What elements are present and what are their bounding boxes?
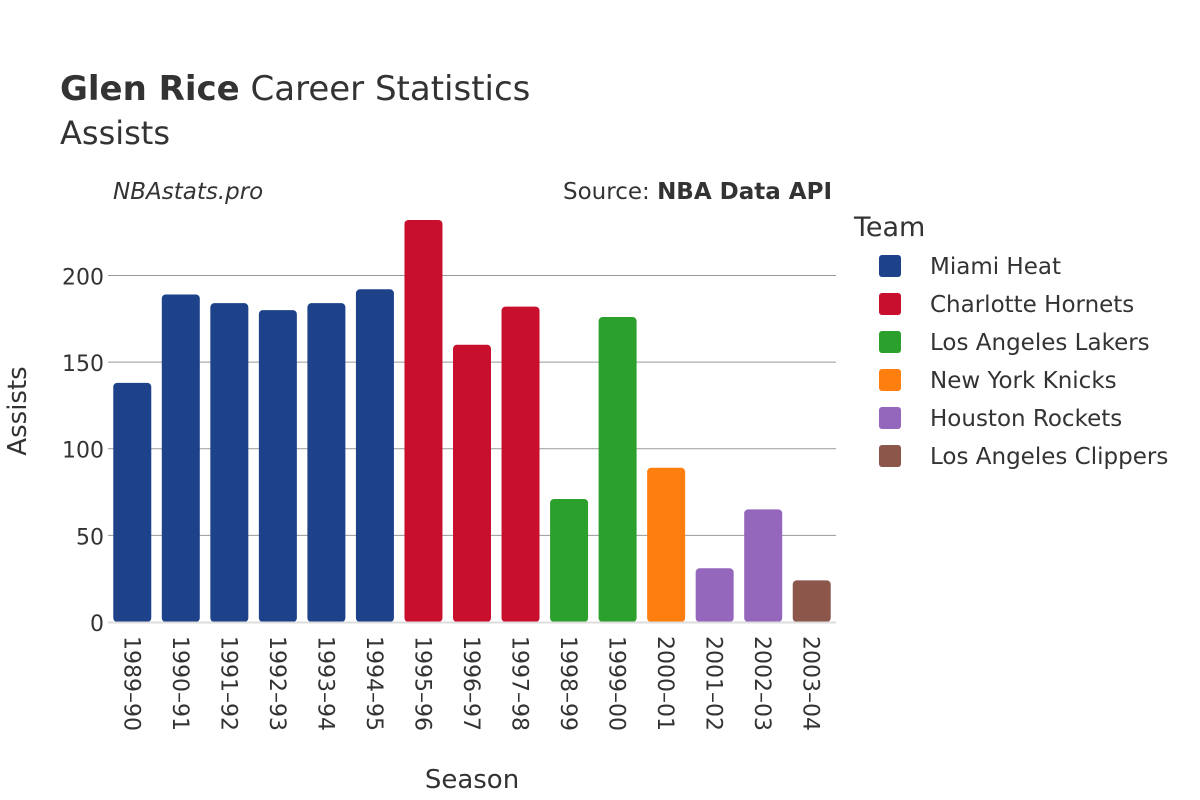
x-tick-label: 1991–92 — [215, 636, 240, 731]
player-name: Glen Rice — [60, 69, 240, 109]
bar — [161, 294, 200, 622]
bar — [598, 317, 637, 622]
x-tick-label: 2000–01 — [652, 636, 677, 731]
x-tick-labels: 1989–90 1990–91 1991–92 1992–93 1993–94 1994–… — [118, 636, 822, 731]
x-tick-label: 2001–02 — [701, 636, 726, 731]
legend-label: Los Angeles Clippers — [930, 444, 1168, 470]
x-tick-label: 1992–93 — [264, 636, 289, 731]
x-tick-label: 1989–90 — [118, 636, 143, 731]
bar — [647, 467, 686, 622]
x-tick-label: 1998–99 — [555, 636, 580, 731]
title-rest: Career Statistics — [240, 69, 531, 109]
bar — [744, 509, 783, 622]
legend: Miami Heat Charlotte Hornets Los Angeles L… — [879, 254, 1168, 470]
y-tick-label: 50 — [76, 525, 104, 550]
legend-label: New York Knicks — [930, 368, 1117, 394]
legend-label: Charlotte Hornets — [930, 292, 1134, 318]
bar — [501, 306, 540, 622]
bar — [355, 289, 394, 622]
legend-label: Houston Rockets — [930, 406, 1122, 432]
x-tick-label: 1997–98 — [507, 636, 532, 731]
x-tick-label: 1994–95 — [361, 636, 386, 731]
legend-swatch — [879, 445, 901, 467]
chart-subtitle: Assists — [60, 114, 170, 152]
y-tick-label: 0 — [90, 612, 104, 637]
bar — [695, 568, 734, 622]
legend-label: Miami Heat — [930, 254, 1061, 280]
bar — [307, 303, 346, 622]
x-tick-label: 1995–96 — [409, 636, 434, 731]
source-prefix: Source: — [563, 179, 657, 205]
y-tick-label: 200 — [62, 265, 104, 290]
x-tick-label: 1993–94 — [312, 636, 337, 731]
x-tick-label: 2002–03 — [749, 636, 774, 731]
watermark: NBAstats.pro — [113, 179, 263, 205]
bar — [453, 344, 491, 622]
y-tick-label: 100 — [62, 439, 104, 464]
legend-swatch — [879, 293, 901, 315]
x-tick-label: 1996–97 — [458, 636, 483, 731]
chart-title: Glen Rice Career Statistics — [60, 69, 530, 109]
x-tick-label: 1999–00 — [604, 636, 629, 731]
source-note: Source: NBA Data API — [563, 179, 832, 205]
y-tick-label: 150 — [62, 352, 104, 377]
bar — [258, 310, 297, 622]
bars — [108, 220, 836, 624]
y-tick-labels: 0 50 100 150 200 — [62, 265, 104, 637]
bar — [113, 382, 152, 622]
legend-label: Los Angeles Lakers — [930, 330, 1150, 356]
legend-swatch — [879, 255, 901, 277]
bar — [404, 220, 443, 622]
legend-swatch — [879, 369, 901, 391]
source-name: NBA Data API — [657, 179, 832, 205]
x-tick-label: 2003–04 — [798, 636, 823, 731]
legend-swatch — [879, 407, 901, 429]
bar — [792, 580, 831, 622]
bar — [210, 303, 249, 622]
x-axis-title: Season — [425, 765, 519, 795]
bar — [550, 498, 589, 622]
legend-title: Team — [853, 212, 925, 243]
legend-swatch — [879, 331, 901, 353]
x-tick-label: 1990–91 — [167, 636, 192, 731]
y-axis-title: Assists — [3, 366, 33, 455]
